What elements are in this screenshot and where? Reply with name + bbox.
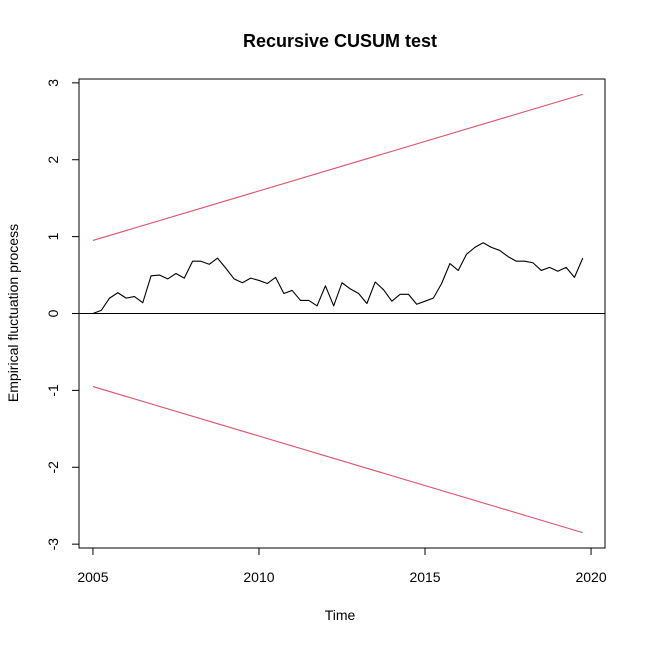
x-tick-label: 2010	[243, 569, 274, 585]
y-axis-label: Empirical fluctuation process	[5, 224, 21, 402]
x-axis-label: Time	[325, 607, 356, 623]
y-tick-label: -2	[45, 461, 61, 474]
y-axis: -3 -2 -1 0 1 2 3	[45, 79, 80, 551]
lower-boundary-line	[92, 386, 583, 534]
x-tick-label: 2020	[575, 569, 606, 585]
y-tick-label: 3	[45, 79, 61, 87]
x-axis: 2005 2010 2015 2020	[77, 547, 607, 585]
y-tick-label: 0	[45, 309, 61, 317]
x-tick-label: 2005	[77, 569, 108, 585]
upper-boundary-line	[92, 93, 583, 241]
chart-title: Recursive CUSUM test	[243, 31, 437, 51]
x-tick-label: 2015	[409, 569, 440, 585]
y-tick-label: 1	[45, 233, 61, 241]
y-tick-label: 2	[45, 156, 61, 164]
y-tick-label: -1	[45, 384, 61, 397]
series-layer	[79, 93, 605, 534]
cusum-process-line	[92, 242, 584, 315]
y-tick-label: -3	[45, 538, 61, 551]
